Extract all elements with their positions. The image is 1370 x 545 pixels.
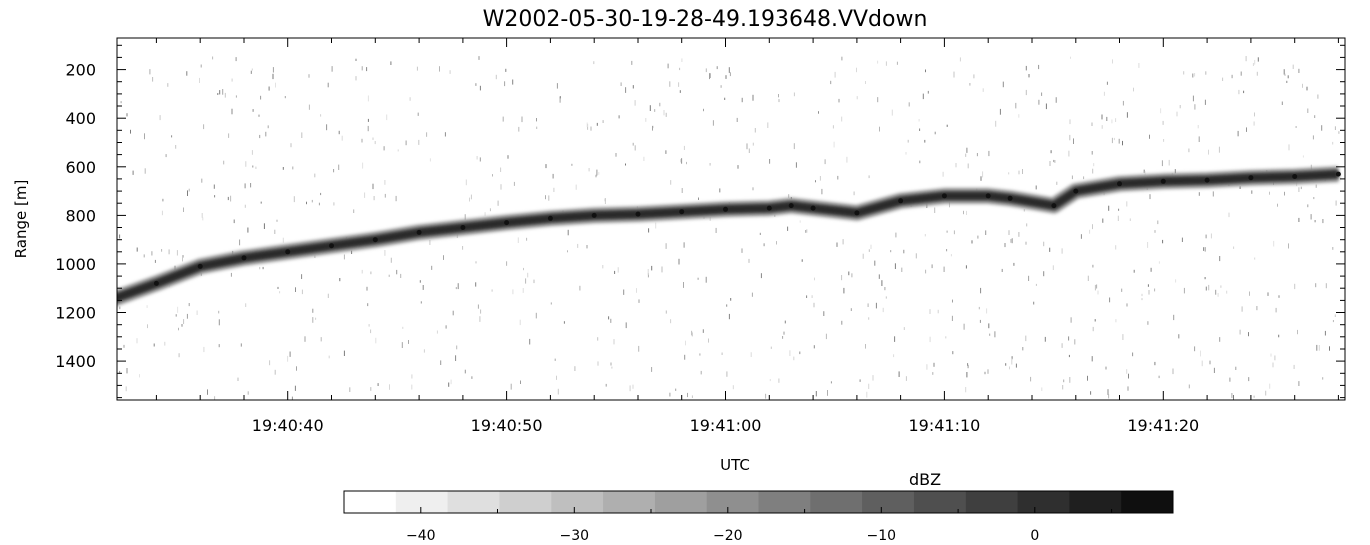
echo-point bbox=[547, 215, 553, 221]
echo-point bbox=[1051, 203, 1057, 209]
colorbar-frame bbox=[343, 490, 1174, 514]
echo-point bbox=[372, 237, 378, 243]
colorbar-tick-label: −40 bbox=[406, 528, 436, 544]
colorbar-swatch bbox=[758, 491, 811, 513]
echo-point bbox=[1292, 174, 1298, 179]
echo-point bbox=[197, 263, 203, 269]
x-axis: 19:40:40 19:40:50 19:41:00 19:41:10 19:41:20 bbox=[155, 38, 1339, 435]
x-tick-label: 19:40:40 bbox=[252, 416, 324, 435]
echo-point bbox=[679, 209, 685, 215]
echo-point bbox=[1335, 171, 1341, 177]
colorbar-tick-label: −10 bbox=[867, 528, 897, 544]
colorbar-swatch bbox=[862, 491, 915, 513]
echo-point bbox=[1117, 181, 1122, 187]
x-tick-label: 19:41:20 bbox=[1127, 416, 1199, 435]
echo-point bbox=[1073, 188, 1079, 194]
echo-point bbox=[591, 212, 597, 218]
y-tick-label: 400 bbox=[65, 109, 96, 128]
echo-point bbox=[941, 193, 947, 199]
echo-point bbox=[898, 198, 904, 204]
echo-point bbox=[635, 211, 641, 217]
colorbar-swatch bbox=[603, 491, 656, 513]
echo-band bbox=[110, 166, 1341, 307]
colorbar-swatch bbox=[1069, 491, 1122, 513]
colorbar-swatch bbox=[344, 491, 397, 513]
colorbar-swatch bbox=[706, 491, 759, 513]
echo-line bbox=[117, 169, 1339, 303]
colorbar-swatch bbox=[810, 491, 863, 513]
echo-point bbox=[854, 210, 860, 216]
echo-point bbox=[810, 205, 816, 211]
y-tick-label: 1400 bbox=[55, 352, 96, 371]
echo-point bbox=[110, 297, 115, 302]
echo-point bbox=[1160, 178, 1166, 184]
colorbar-swatch bbox=[913, 491, 967, 513]
colorbar-swatch bbox=[499, 491, 552, 513]
colorbar-swatch bbox=[1121, 491, 1174, 513]
echo-point bbox=[153, 280, 159, 286]
echo-point bbox=[1204, 177, 1210, 183]
y-tick-label: 600 bbox=[65, 158, 96, 177]
colorbar-tick-label: −30 bbox=[560, 528, 590, 544]
echo-point bbox=[504, 220, 510, 226]
echo-halo bbox=[117, 166, 1339, 307]
echo-point bbox=[985, 193, 991, 199]
x-tick-label: 19:41:10 bbox=[908, 416, 980, 435]
x-tick-label: 19:41:00 bbox=[690, 416, 762, 435]
echo-point bbox=[766, 205, 772, 211]
colorbar-swatch bbox=[1017, 491, 1070, 513]
y-tick-label: 200 bbox=[65, 61, 96, 80]
colorbar: −40 −30 −20 −10 0 bbox=[343, 490, 1174, 544]
echo-point bbox=[788, 203, 794, 209]
chart-title: W2002-05-30-19-28-49.193648.VVdown bbox=[483, 7, 928, 32]
colorbar-tick-label: 0 bbox=[1030, 528, 1039, 544]
speckle-noise bbox=[119, 56, 1340, 400]
echo-point bbox=[416, 229, 422, 235]
colorbar-label: dBZ bbox=[909, 470, 941, 489]
colorbar-swatch bbox=[551, 491, 604, 513]
colorbar-swatch bbox=[654, 491, 708, 513]
echo-point bbox=[1007, 195, 1013, 201]
echo-point bbox=[460, 225, 466, 230]
x-axis-label: UTC bbox=[720, 456, 750, 474]
y-axis-label: Range [m] bbox=[12, 180, 30, 259]
echo-point bbox=[723, 206, 728, 212]
echo-point bbox=[1248, 175, 1254, 181]
y-tick-label: 1000 bbox=[55, 255, 96, 274]
y-tick-label: 1200 bbox=[55, 304, 96, 323]
plot-frame bbox=[116, 37, 1346, 401]
colorbar-swatch bbox=[965, 491, 1019, 513]
x-tick-label: 19:40:50 bbox=[471, 416, 543, 435]
echo-point bbox=[329, 243, 334, 249]
echo-point bbox=[241, 255, 247, 261]
y-axis: 200 400 600 800 1000 1200 1400 bbox=[55, 44, 1345, 399]
colorbar-tick-label: −20 bbox=[713, 528, 743, 544]
y-tick-label: 800 bbox=[65, 206, 96, 225]
colorbar-swatch bbox=[395, 491, 449, 513]
echo-point bbox=[285, 249, 291, 255]
colorbar-swatch bbox=[447, 491, 500, 513]
